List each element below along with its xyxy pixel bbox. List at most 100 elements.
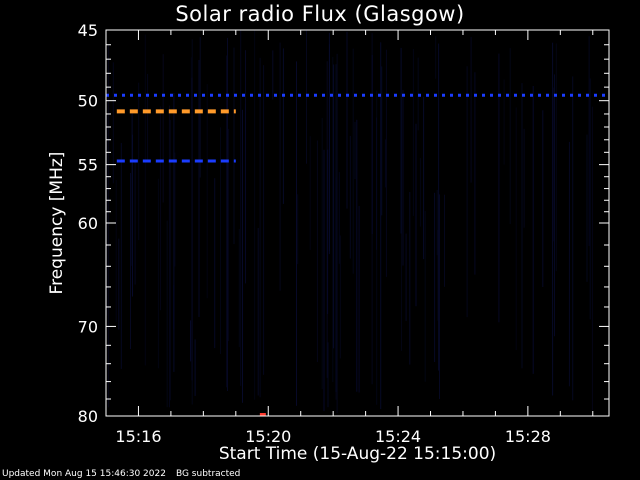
noise-streak [134,159,136,285]
noise-streak [332,56,334,383]
noise-streak [555,43,557,272]
x-tick-label: 15:20 [245,427,291,446]
y-tick-label: 50 [78,92,98,111]
noise-streak [521,83,523,369]
noise-streak [131,109,133,266]
noise-streak [166,220,168,408]
noise-streak [233,47,235,245]
chart-title: Solar radio Flux (Glasgow) [175,2,465,26]
noise-streak [130,173,131,349]
noise-streak [412,49,414,216]
noise-streak [245,50,246,284]
axes-layer: 45 50 55 60 70 80 15:16 15:20 15:24 15:28 [78,21,610,446]
feature-hotspot [259,413,266,416]
noise-streak [306,30,307,164]
noise-streak [333,64,335,349]
y-tick-label: 60 [78,214,98,233]
noise-streak [327,149,329,315]
noise-streak [254,30,256,400]
noise-streak [552,87,554,242]
noise-streak [242,109,243,403]
noise-streak [466,66,468,318]
noise-streak [503,79,505,165]
noise-streak [335,177,337,400]
footer-status: Updated Mon Aug 15 15:46:30 2022 BG subtr… [2,469,240,479]
noise-streak [439,194,440,399]
noise-streak [424,211,426,382]
noise-streak [356,119,358,392]
noise-streak [162,54,164,203]
noise-streak [415,123,417,307]
noise-streak [194,339,196,396]
noise-streak [381,66,383,216]
noise-streak [339,235,341,359]
noise-streak [435,36,437,79]
noise-streak [352,48,354,274]
noise-streak [327,342,329,408]
noise-streak [568,141,570,387]
noise-streak [282,48,284,204]
noise-streak [358,206,360,393]
noise-streak [444,194,445,287]
noise-streak [157,178,159,369]
noise-streak [226,55,227,388]
noise-streak [309,136,311,250]
noise-streak [588,36,590,247]
noise-streak [515,107,517,351]
y-tick-label: 70 [78,317,98,336]
noise-streak [120,142,122,369]
noise-streak [400,47,402,234]
noise-streak [371,33,373,385]
noise-streak [159,106,161,311]
noise-streak [259,57,261,398]
noise-streak [572,76,574,401]
noise-streak [405,233,407,321]
noise-streak [385,49,387,277]
noise-streak [336,53,338,413]
noise-streak [401,92,402,351]
noise-streak [437,229,439,321]
noise-streak [586,134,588,282]
x-tick-label: 15:24 [375,427,421,446]
noise-streak [170,119,171,401]
noise-streak [112,62,114,184]
noise-streak [323,149,325,412]
noise-streak [147,73,149,162]
y-axis-label: Frequency [MHz] [47,151,67,295]
noise-streak [321,117,323,390]
noise-streak [346,31,348,209]
noise-streak [380,42,382,410]
noise-streak [228,128,230,342]
noise-streak [240,30,242,386]
noise-streak [168,105,170,408]
noise-streak [542,110,544,287]
noise-streak [272,50,274,100]
noise-streak [419,158,421,227]
noise-streak [354,121,356,180]
noise-streak [384,139,386,188]
y-tick-label: 45 [78,21,98,40]
noise-streak [409,192,411,365]
noise-streak [144,34,146,366]
noise-streak [238,229,240,348]
x-tick-label: 15:28 [505,427,551,446]
noise-streak [349,135,351,259]
noise-streak [174,152,176,267]
noise-streak [279,42,281,291]
noise-streak [509,48,511,225]
noise-streak [106,114,108,316]
updated-timestamp: Updated Mon Aug 15 15:46:30 2022 [2,469,166,479]
noise-streak [498,53,500,323]
noise-streak [438,43,440,371]
noise-streak [190,57,192,110]
plot-background [106,30,609,416]
noise-streak [257,228,259,396]
noise-streak [436,189,438,256]
noise-streak [206,84,208,299]
noise-streak [591,106,593,411]
noise-streak [554,74,555,337]
noise-streak [214,178,216,349]
noise-streak [470,37,472,183]
noise-streak [263,65,265,375]
